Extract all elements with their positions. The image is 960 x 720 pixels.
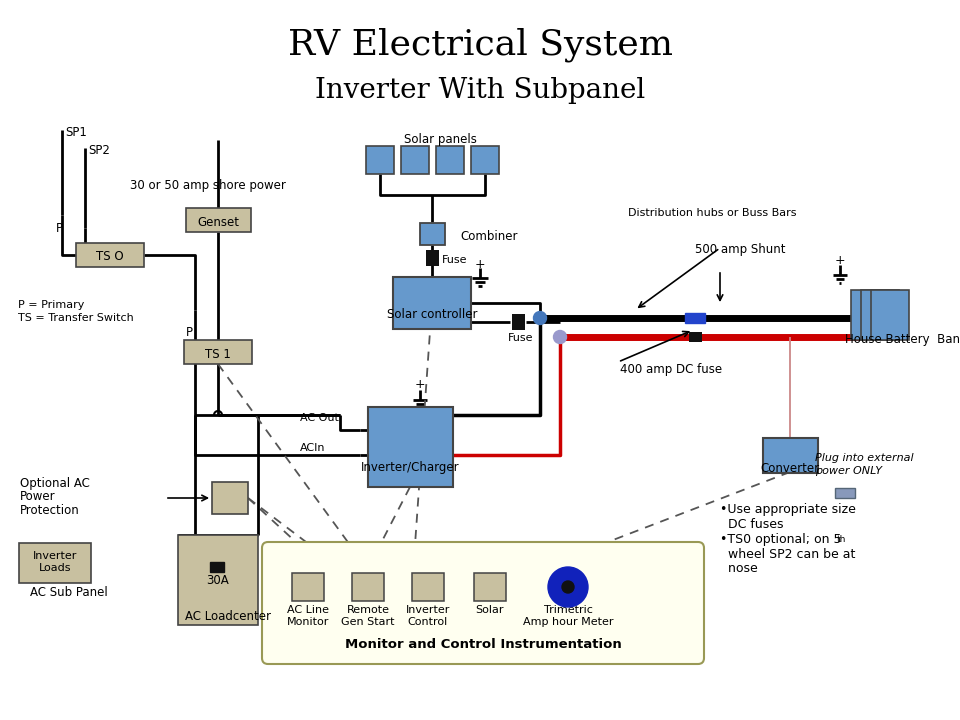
- Text: Distribution hubs or Buss Bars: Distribution hubs or Buss Bars: [628, 208, 797, 218]
- Text: Inverter: Inverter: [406, 605, 450, 615]
- Text: Solar controller: Solar controller: [387, 308, 477, 322]
- Text: Power: Power: [20, 490, 56, 503]
- Text: Solar panels: Solar panels: [403, 133, 476, 146]
- Bar: [292, 573, 324, 601]
- Text: Protection: Protection: [20, 503, 80, 516]
- Text: Gen Start: Gen Start: [341, 617, 395, 627]
- Text: AC Line: AC Line: [287, 605, 329, 615]
- Bar: [212, 482, 248, 514]
- Text: RV Electrical System: RV Electrical System: [287, 28, 673, 62]
- FancyBboxPatch shape: [262, 542, 704, 664]
- Text: Combiner: Combiner: [460, 230, 517, 243]
- Text: TS = Transfer Switch: TS = Transfer Switch: [18, 313, 133, 323]
- Bar: [851, 290, 889, 340]
- Bar: [352, 573, 384, 601]
- Bar: [835, 488, 855, 498]
- Bar: [178, 535, 258, 625]
- Text: ACIn: ACIn: [300, 443, 325, 453]
- Bar: [861, 290, 899, 340]
- Text: Monitor: Monitor: [287, 617, 329, 627]
- Circle shape: [562, 581, 574, 593]
- Text: 30 or 50 amp shore power: 30 or 50 amp shore power: [130, 179, 286, 192]
- Text: Solar: Solar: [476, 605, 504, 615]
- Bar: [688, 332, 702, 342]
- Text: SP2: SP2: [88, 145, 109, 158]
- Text: AC Sub Panel: AC Sub Panel: [30, 585, 108, 598]
- Text: 400 amp DC fuse: 400 amp DC fuse: [620, 364, 722, 377]
- Text: SP1: SP1: [65, 127, 86, 140]
- Text: Inverter With Subpanel: Inverter With Subpanel: [315, 76, 645, 104]
- Text: •Use appropriate size: •Use appropriate size: [720, 503, 856, 516]
- Text: Converter: Converter: [760, 462, 820, 474]
- Bar: [185, 208, 251, 232]
- Text: th: th: [837, 536, 847, 544]
- Bar: [420, 223, 444, 245]
- Text: Monitor and Control Instrumentation: Monitor and Control Instrumentation: [345, 639, 621, 652]
- Text: Control: Control: [408, 617, 448, 627]
- Text: AC Loadcenter: AC Loadcenter: [185, 611, 271, 624]
- Text: •TS0 optional; on 5: •TS0 optional; on 5: [720, 534, 842, 546]
- Circle shape: [554, 330, 566, 343]
- Circle shape: [534, 312, 546, 325]
- Text: Genset: Genset: [197, 215, 239, 228]
- Text: 500 amp Shunt: 500 amp Shunt: [695, 243, 785, 256]
- Text: Loads: Loads: [38, 563, 71, 573]
- Bar: [368, 407, 452, 487]
- Bar: [685, 313, 705, 323]
- Bar: [474, 573, 506, 601]
- Text: Optional AC: Optional AC: [20, 477, 90, 490]
- Bar: [762, 438, 818, 472]
- Text: Fuse: Fuse: [508, 333, 534, 343]
- Text: nose: nose: [720, 562, 757, 575]
- Text: House Battery  Bank: House Battery Bank: [845, 333, 960, 346]
- Bar: [512, 314, 524, 330]
- Bar: [184, 340, 252, 364]
- Text: +: +: [834, 254, 846, 268]
- Text: +: +: [415, 379, 425, 392]
- Text: P = Primary: P = Primary: [18, 300, 84, 310]
- Text: 30A: 30A: [206, 574, 229, 587]
- Text: power ONLY: power ONLY: [815, 466, 882, 476]
- Text: TS O: TS O: [96, 251, 124, 264]
- Text: AC Out: AC Out: [300, 413, 339, 423]
- Text: DC fuses: DC fuses: [720, 518, 783, 531]
- Bar: [366, 146, 394, 174]
- Bar: [425, 250, 439, 266]
- Text: Trimetric: Trimetric: [543, 605, 592, 615]
- Text: P: P: [56, 222, 63, 235]
- Bar: [412, 573, 444, 601]
- Text: +: +: [474, 258, 486, 271]
- Bar: [471, 146, 499, 174]
- Bar: [210, 562, 224, 572]
- Circle shape: [548, 567, 588, 607]
- Text: Plug into external: Plug into external: [815, 453, 914, 463]
- Bar: [76, 243, 144, 267]
- Bar: [401, 146, 429, 174]
- Text: Remote: Remote: [347, 605, 390, 615]
- Text: TS 1: TS 1: [205, 348, 231, 361]
- Text: Fuse: Fuse: [442, 255, 468, 265]
- Bar: [436, 146, 464, 174]
- Bar: [19, 543, 91, 583]
- Text: wheel SP2 can be at: wheel SP2 can be at: [720, 547, 855, 560]
- Text: Inverter: Inverter: [33, 551, 77, 561]
- Bar: [871, 290, 909, 340]
- Text: Inverter/Charger: Inverter/Charger: [361, 462, 459, 474]
- Bar: [393, 277, 471, 329]
- Text: P: P: [186, 325, 193, 338]
- Text: Amp hour Meter: Amp hour Meter: [523, 617, 613, 627]
